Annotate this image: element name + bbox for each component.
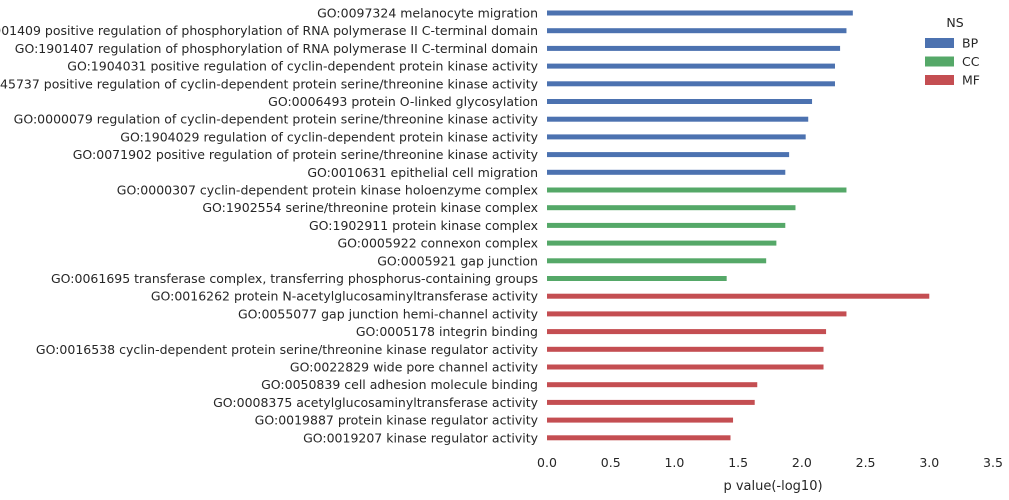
legend: NS BP CC MF	[925, 15, 980, 88]
category-label: GO:0000079 regulation of cyclin-dependen…	[14, 112, 539, 127]
bar-go-0000079	[547, 116, 809, 122]
legend-entries: BP CC MF	[925, 36, 980, 88]
x-tick-label: 1.0	[664, 455, 684, 470]
category-label: GO:0006493 protein O-linked glycosylatio…	[268, 94, 538, 109]
legend-title: NS	[946, 15, 963, 30]
category-label: GO:0016262 protein N-acetylglucosaminylt…	[151, 289, 539, 304]
bar-go-1902554	[547, 205, 796, 211]
bar-go-0019887	[547, 417, 734, 423]
category-label: GO:0061695 transferase complex, transfer…	[51, 271, 538, 286]
bar-go-0016538	[547, 346, 824, 352]
category-label: GO:0022829 wide pore channel activity	[290, 360, 539, 375]
bar-go-0061695	[547, 276, 727, 281]
x-tick-label: 0.5	[601, 455, 621, 470]
bar-go-1901409	[547, 28, 847, 34]
category-label: GO:0045737 positive regulation of cyclin…	[0, 76, 539, 91]
bar-go-0006493	[547, 99, 813, 104]
x-axis-ticks: 0.0 0.5 1.0 1.5 2.0 2.5 3.0 3.5	[537, 455, 1003, 470]
category-label: GO:1901409 positive regulation of phosph…	[0, 23, 538, 38]
bar-go-0005178	[547, 329, 827, 335]
category-label: GO:1901407 regulation of phosphorylation…	[15, 41, 538, 56]
x-tick-label: 0.0	[537, 455, 557, 470]
category-label: GO:0050839 cell adhesion molecule bindin…	[261, 377, 538, 392]
legend-swatch-mf	[925, 75, 954, 85]
bar-go-0071902	[547, 152, 790, 158]
category-label: GO:0016538 cyclin-dependent protein seri…	[36, 342, 539, 357]
category-label: GO:0008375 acetylglucosaminyltransferase…	[213, 395, 538, 410]
bar-go-0055077	[547, 311, 847, 317]
category-label: GO:1902911 protein kinase complex	[309, 218, 538, 233]
bar-go-0010631	[547, 169, 786, 175]
legend-label-bp: BP	[962, 36, 979, 51]
category-label: GO:1902554 serine/threonine protein kina…	[202, 200, 538, 215]
category-label: GO:0005921 gap junction	[377, 253, 538, 268]
category-label: GO:0019207 kinase regulator activity	[303, 430, 539, 445]
x-tick-label: 1.5	[728, 455, 748, 470]
bar-go-0016262	[547, 293, 930, 299]
legend-swatch-cc	[925, 56, 954, 67]
category-label: GO:0005922 connexon complex	[337, 236, 538, 251]
bar-go-1901407	[547, 45, 841, 51]
bar-go-1902911	[547, 222, 786, 228]
category-labels: GO:0097324 melanocyte migration GO:190140…	[0, 6, 539, 446]
category-label: GO:0097324 melanocyte migration	[317, 6, 538, 21]
x-tick-label: 3.0	[919, 455, 939, 470]
bar-go-0005921	[547, 258, 767, 264]
category-label: GO:0055077 gap junction hemi-channel act…	[238, 306, 539, 321]
bar-go-0045737	[547, 81, 835, 87]
bar-go-1904031	[547, 63, 835, 69]
legend-swatch-bp	[925, 38, 954, 48]
bar-go-0000307	[547, 187, 847, 193]
bar-go-0005922	[547, 240, 777, 246]
x-tick-label: 3.5	[983, 455, 1003, 470]
bars-layer	[547, 10, 930, 441]
category-label: GO:0010631 epithelial cell migration	[307, 165, 538, 180]
category-label: GO:0071902 positive regulation of protei…	[73, 147, 539, 162]
bar-go-0050839	[547, 382, 758, 388]
bar-go-1904029	[547, 134, 806, 140]
category-label: GO:1904031 positive regulation of cyclin…	[67, 59, 538, 74]
legend-label-cc: CC	[962, 54, 980, 69]
bar-go-0022829	[547, 364, 824, 370]
bar-go-0097324	[547, 10, 853, 16]
x-tick-label: 2.0	[792, 455, 812, 470]
x-axis-label: p value(-log10)	[723, 479, 822, 494]
category-label: GO:0019887 protein kinase regulator acti…	[255, 413, 539, 428]
bar-go-0019207	[547, 435, 731, 441]
x-tick-label: 2.5	[856, 455, 876, 470]
category-label: GO:1904029 regulation of cyclin-dependen…	[120, 129, 538, 144]
legend-label-mf: MF	[962, 73, 980, 88]
category-label: GO:0000307 cyclin-dependent protein kina…	[117, 183, 538, 198]
category-label: GO:0005178 integrin binding	[356, 324, 538, 339]
bar-go-0008375	[547, 399, 755, 405]
